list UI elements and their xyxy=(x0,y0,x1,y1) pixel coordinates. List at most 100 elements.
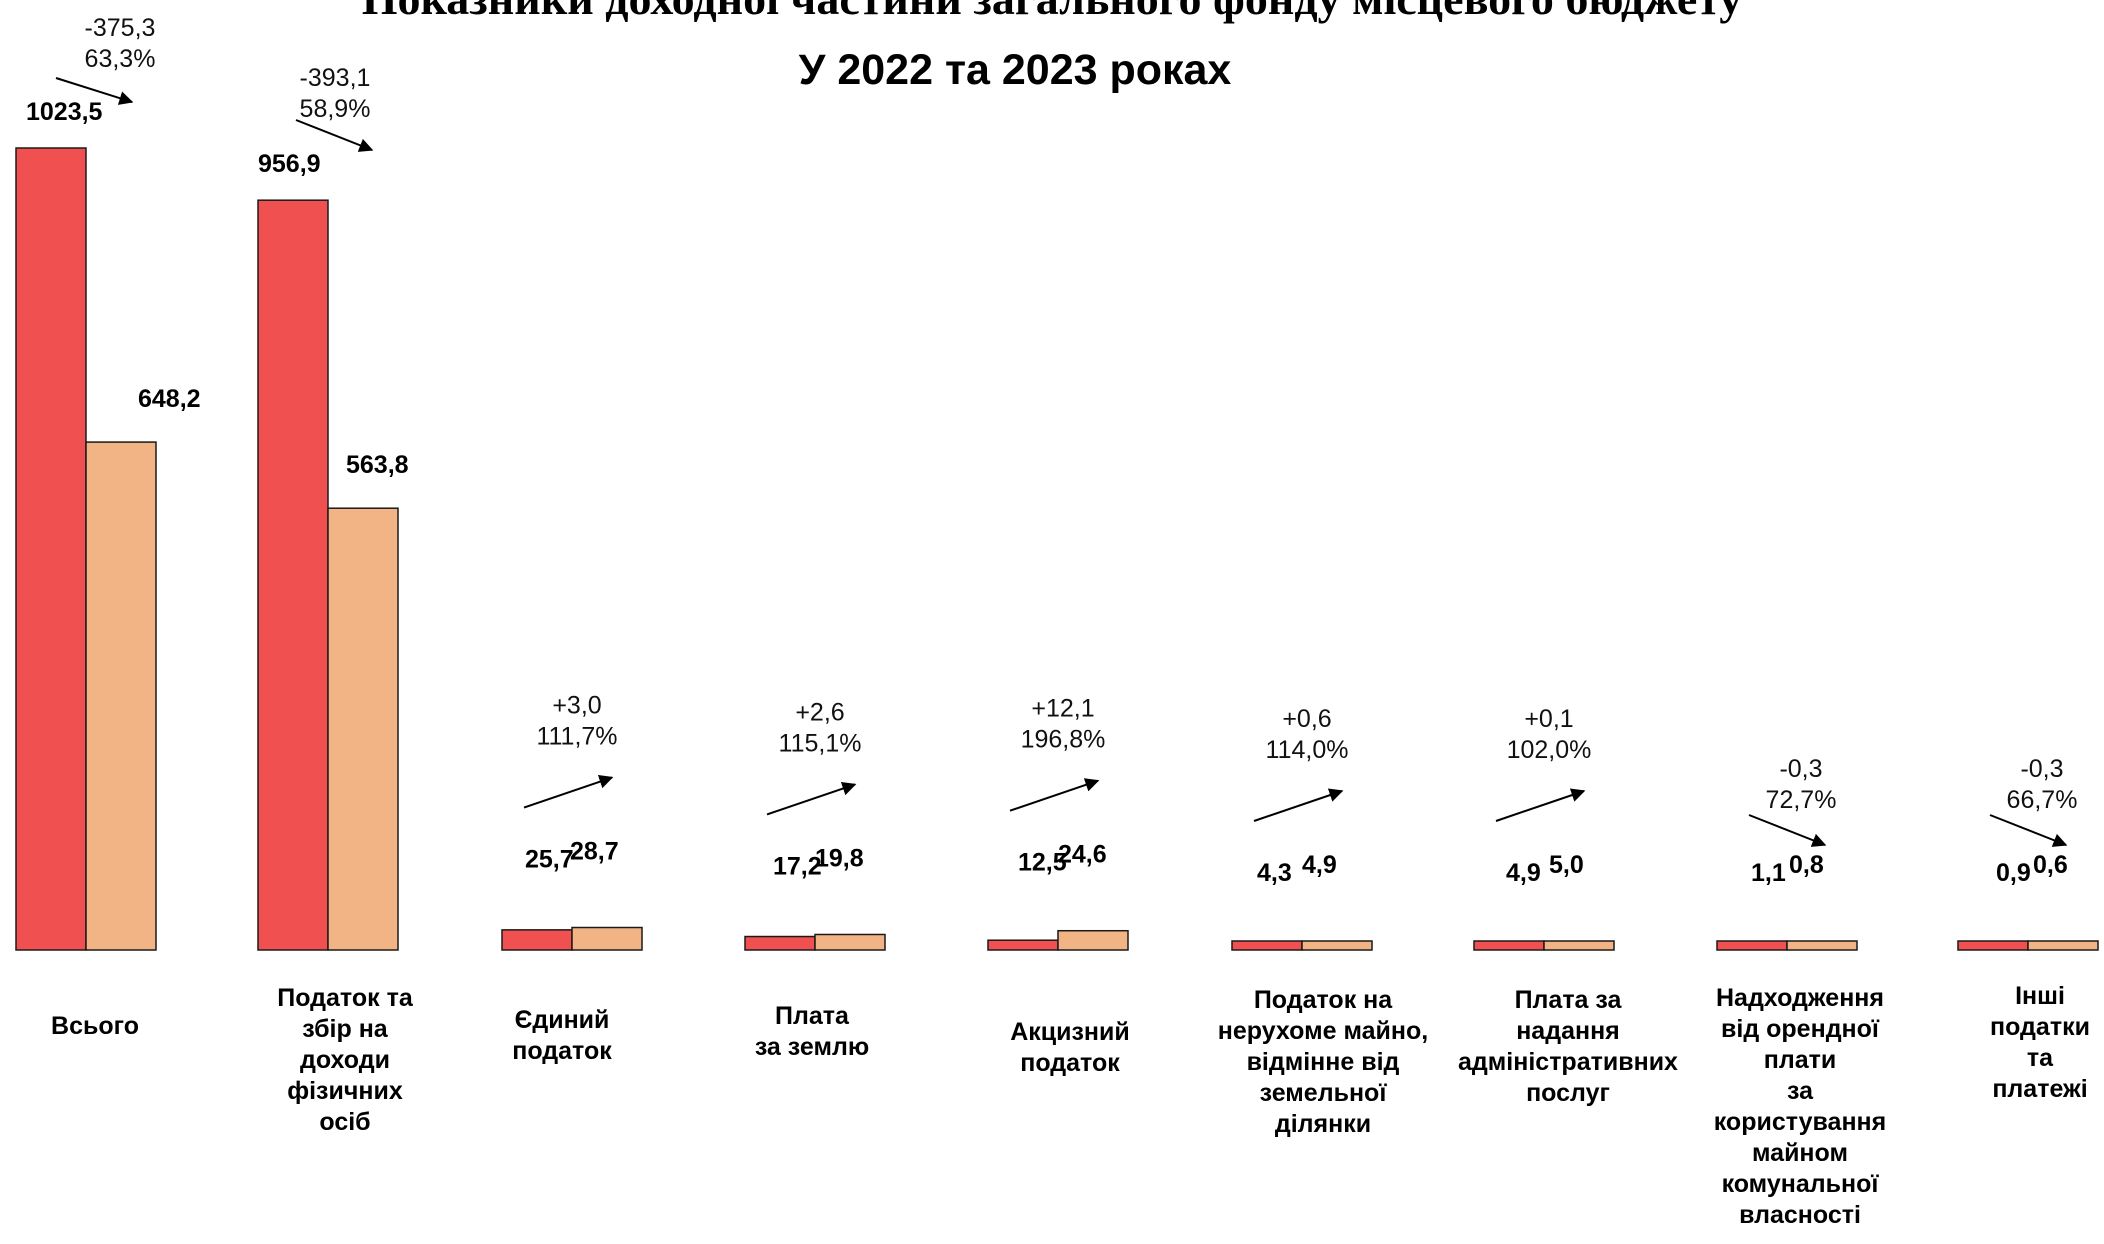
change-diff: +3,0 xyxy=(552,692,601,720)
change-diff: -0,3 xyxy=(2020,755,2063,783)
category-label: власності xyxy=(1739,1201,1861,1229)
category-label: Всього xyxy=(51,1012,139,1040)
category-label: податки xyxy=(1990,1013,2090,1041)
category-label: Інші xyxy=(2015,982,2065,1010)
trend-arrow xyxy=(766,781,857,816)
category-label: Податок на xyxy=(1254,986,1393,1014)
data-label: 17,2 xyxy=(773,852,822,880)
category-label: осіб xyxy=(319,1108,370,1136)
change-diff: +12,1 xyxy=(1031,695,1094,723)
bar xyxy=(571,926,643,951)
category-label: за землю xyxy=(755,1033,869,1061)
data-label: 1023,5 xyxy=(26,98,103,126)
category-label: Акцизний xyxy=(1010,1018,1130,1046)
data-label: 12,5 xyxy=(1018,849,1067,877)
category-label: нерухоме майно, xyxy=(1218,1017,1428,1045)
bar xyxy=(1786,940,1858,951)
data-label: 5,0 xyxy=(1549,851,1584,879)
data-label: 24,6 xyxy=(1058,841,1107,869)
category-label: майном xyxy=(1752,1139,1848,1167)
trend-arrow xyxy=(1253,788,1344,822)
category-label: відмінне від xyxy=(1247,1048,1400,1076)
change-diff: -0,3 xyxy=(1779,755,1822,783)
category-label: за xyxy=(1787,1077,1814,1105)
category-label: фізичних xyxy=(287,1077,403,1105)
trend-arrow xyxy=(1989,814,2068,847)
data-label: 0,9 xyxy=(1996,859,2031,887)
category-label: податок xyxy=(512,1037,612,1065)
category-label: від орендної xyxy=(1721,1015,1880,1043)
data-label: 28,7 xyxy=(570,838,619,866)
bar xyxy=(1057,929,1129,951)
trend-arrow xyxy=(1748,814,1827,847)
data-label: 0,6 xyxy=(2033,851,2068,879)
change-percent: 114,0% xyxy=(1266,736,1349,764)
chart-subtitle: У 2022 та 2023 роках xyxy=(799,46,1232,94)
data-label: 1,1 xyxy=(1751,859,1786,887)
trend-arrow xyxy=(1495,788,1586,822)
category-label: Плата за xyxy=(1515,986,1623,1014)
bar xyxy=(1716,940,1788,951)
bar xyxy=(1543,940,1615,951)
data-label: 648,2 xyxy=(138,385,201,413)
change-diff: +0,1 xyxy=(1524,705,1573,733)
category-label: Податок та xyxy=(277,984,414,1012)
change-diff: +2,6 xyxy=(795,698,844,726)
bar xyxy=(744,935,816,951)
category-label: земельної xyxy=(1260,1079,1388,1107)
category-label: Надходження xyxy=(1716,984,1884,1012)
bar xyxy=(1301,940,1373,951)
category-label: податок xyxy=(1020,1049,1120,1077)
bar xyxy=(814,933,886,951)
change-percent: 66,7% xyxy=(2007,786,2078,814)
trend-arrow xyxy=(1009,778,1100,812)
change-percent: 111,7% xyxy=(536,723,617,751)
category-label: послуг xyxy=(1526,1079,1610,1107)
change-percent: 115,1% xyxy=(779,729,862,757)
data-label: 563,8 xyxy=(346,451,409,479)
change-diff: +0,6 xyxy=(1282,705,1331,733)
chart-marks: 1023,5 648,2 -375,3 63,3% Всього 956,9 563,8 -3… xyxy=(15,14,2099,1229)
bar xyxy=(987,939,1059,951)
category-label: плати xyxy=(1764,1046,1837,1074)
category-label: користування xyxy=(1714,1108,1887,1136)
category-label: Єдиний xyxy=(515,1006,610,1034)
bar xyxy=(501,929,573,951)
data-label: 0,8 xyxy=(1789,851,1824,879)
data-label: 4,9 xyxy=(1302,851,1337,879)
trend-arrow xyxy=(295,119,374,152)
change-diff: -393,1 xyxy=(300,64,371,92)
bar xyxy=(85,441,157,951)
data-label: 4,9 xyxy=(1506,859,1541,887)
change-diff: -375,3 xyxy=(85,14,156,42)
category-label: ділянки xyxy=(1275,1110,1371,1138)
change-percent: 58,9% xyxy=(300,95,371,123)
category-label: адміністративних xyxy=(1458,1048,1678,1076)
chart-title: Показники доходної частини загального фо… xyxy=(362,0,1743,24)
data-label: 19,8 xyxy=(815,844,864,872)
category-label: платежі xyxy=(1992,1075,2087,1103)
data-label: 4,3 xyxy=(1257,859,1292,887)
bar xyxy=(1957,940,2029,951)
trend-arrow xyxy=(523,774,614,809)
category-label: Плата xyxy=(775,1002,850,1030)
change-percent: 63,3% xyxy=(85,45,156,73)
change-percent: 102,0% xyxy=(1507,736,1592,764)
bar xyxy=(327,507,399,951)
category-label: доходи xyxy=(300,1046,390,1074)
change-percent: 72,7% xyxy=(1766,786,1837,814)
change-percent: 196,8% xyxy=(1021,726,1106,754)
category-label: комунальної xyxy=(1722,1170,1880,1198)
bar xyxy=(15,147,87,951)
data-label: 956,9 xyxy=(258,150,321,178)
category-label: надання xyxy=(1516,1017,1620,1045)
bar xyxy=(1231,940,1303,951)
data-label: 25,7 xyxy=(525,846,574,874)
category-label: та xyxy=(2027,1044,2054,1072)
bar xyxy=(257,199,329,951)
category-label: збір на xyxy=(302,1015,389,1043)
trend-arrow xyxy=(55,77,134,105)
bar xyxy=(1473,940,1545,951)
bar xyxy=(2027,940,2099,951)
